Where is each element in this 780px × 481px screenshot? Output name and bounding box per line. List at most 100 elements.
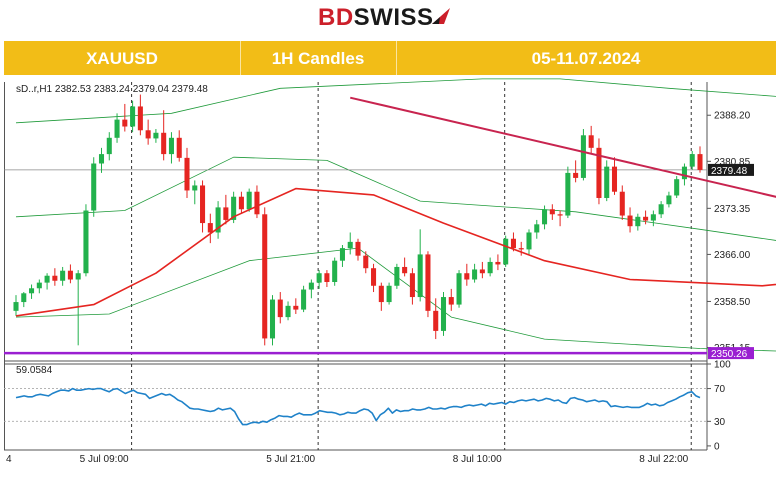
bollinger-lower-line — [15, 247, 780, 352]
candle-body — [635, 216, 641, 227]
candle-body — [456, 273, 462, 305]
brand-text-swiss: SWISS — [353, 4, 434, 31]
candle-body — [417, 254, 423, 298]
candle-body — [106, 137, 112, 155]
candle-body — [339, 248, 345, 261]
candle-body — [83, 210, 89, 274]
candle-body — [153, 132, 159, 139]
brand-text-bd: BD — [318, 4, 354, 31]
candle-body — [448, 297, 454, 305]
candle-body — [479, 269, 485, 274]
bollinger-upper-line — [15, 78, 780, 124]
price-chart: FE 100.0FE 61.8 4 5 Jul 09:00 5 Jul 21:00 8… — [4, 78, 780, 476]
brand-wordmark: BDSWISS — [318, 4, 434, 32]
candle-body — [666, 195, 672, 205]
candle-body — [223, 207, 229, 220]
candle-body — [394, 266, 400, 286]
axis-labels: 4 5 Jul 09:00 5 Jul 21:00 8 Jul 10:00 8 Jul … — [6, 111, 754, 465]
candle-body — [689, 154, 695, 167]
candle-body — [627, 215, 633, 227]
candle-body — [409, 273, 415, 298]
candle-body — [526, 232, 532, 250]
rsi-tick-label: 0 — [714, 441, 720, 452]
x-tick-label: 4 — [6, 454, 12, 465]
candle-body — [650, 214, 656, 221]
symbol-info-label: sD..r,H1 2382.53 2383.24 2379.04 2379.48 — [16, 84, 208, 95]
brand-flag-icon — [432, 8, 450, 24]
rsi-tick-label: 30 — [714, 417, 726, 428]
x-tick-label: 5 Jul 09:00 — [80, 454, 129, 465]
candle-body — [378, 285, 384, 303]
candle-body — [588, 135, 594, 148]
candle-body — [254, 191, 260, 215]
brand-logo: BDSWISS — [0, 0, 780, 40]
candle-body — [363, 255, 369, 269]
candles — [13, 94, 703, 346]
candle-body — [503, 238, 509, 265]
candle-body — [184, 157, 190, 191]
candle-body — [277, 299, 283, 318]
title-banner: XAUUSD 1H Candles 05-11.07.2024 — [4, 41, 776, 75]
x-tick-label: 8 Jul 10:00 — [453, 454, 502, 465]
candle-body — [510, 238, 516, 249]
trend-drawings — [4, 96, 780, 355]
candle-body — [91, 163, 97, 211]
candle-body — [114, 119, 120, 138]
rsi-pane: 100 70 30 0 — [4, 360, 731, 452]
candle-body — [52, 275, 58, 281]
candle-body — [60, 270, 66, 281]
candle-body — [122, 119, 128, 127]
candle-body — [371, 268, 377, 286]
chart-area: FE 100.0FE 61.8 4 5 Jul 09:00 5 Jul 21:00 8… — [4, 78, 780, 476]
y-tick-label: 2358.50 — [714, 297, 751, 308]
candle-body — [231, 196, 237, 220]
rsi-value-label: 59.0584 — [16, 365, 53, 376]
bollinger-bands — [15, 78, 780, 352]
candle-body — [619, 191, 625, 216]
symbol-label: XAUUSD — [86, 49, 158, 68]
candle-body — [269, 299, 276, 339]
rsi-tick-label: 100 — [714, 360, 731, 371]
bollinger-middle-line — [15, 156, 780, 242]
candle-body — [681, 166, 687, 180]
candle-body — [285, 305, 291, 318]
x-tick-label: 5 Jul 21:00 — [266, 454, 315, 465]
candle-body — [293, 305, 299, 310]
candle-body — [604, 166, 610, 198]
level-lines: FE 100.0FE 61.8 — [4, 169, 707, 171]
candle-body — [557, 214, 563, 216]
y-tick-label: 2388.20 — [714, 111, 751, 122]
support-price-box — [708, 347, 754, 360]
candle-body — [200, 185, 206, 224]
candle-body — [316, 273, 322, 283]
chart-background — [4, 78, 776, 476]
candle-body — [495, 261, 501, 265]
banner-divider — [240, 41, 241, 75]
candle-body — [658, 204, 664, 215]
candle-body — [565, 172, 571, 216]
current-price-box — [708, 163, 754, 176]
candle-body — [643, 216, 649, 221]
candle-body — [215, 207, 221, 233]
banner-divider — [396, 41, 397, 75]
candle-body — [534, 224, 540, 233]
candle-body — [697, 154, 703, 170]
candle-body — [36, 282, 42, 289]
candle-body — [29, 288, 35, 294]
candle-body — [75, 273, 81, 280]
candle-body — [674, 179, 680, 196]
candle-body — [518, 248, 524, 250]
candle-body — [207, 223, 213, 233]
candle-body — [137, 106, 143, 131]
support-price-label: 2350.26 — [711, 349, 748, 360]
candle-body — [176, 137, 182, 158]
candle-body — [573, 172, 579, 178]
candle-body — [386, 285, 392, 303]
candle-body — [549, 209, 555, 215]
candle-body — [98, 154, 105, 164]
candle-body — [542, 209, 548, 225]
candle-body — [13, 302, 19, 311]
candle-body — [168, 137, 174, 155]
candle-body — [487, 261, 493, 274]
candle-body — [402, 266, 408, 274]
